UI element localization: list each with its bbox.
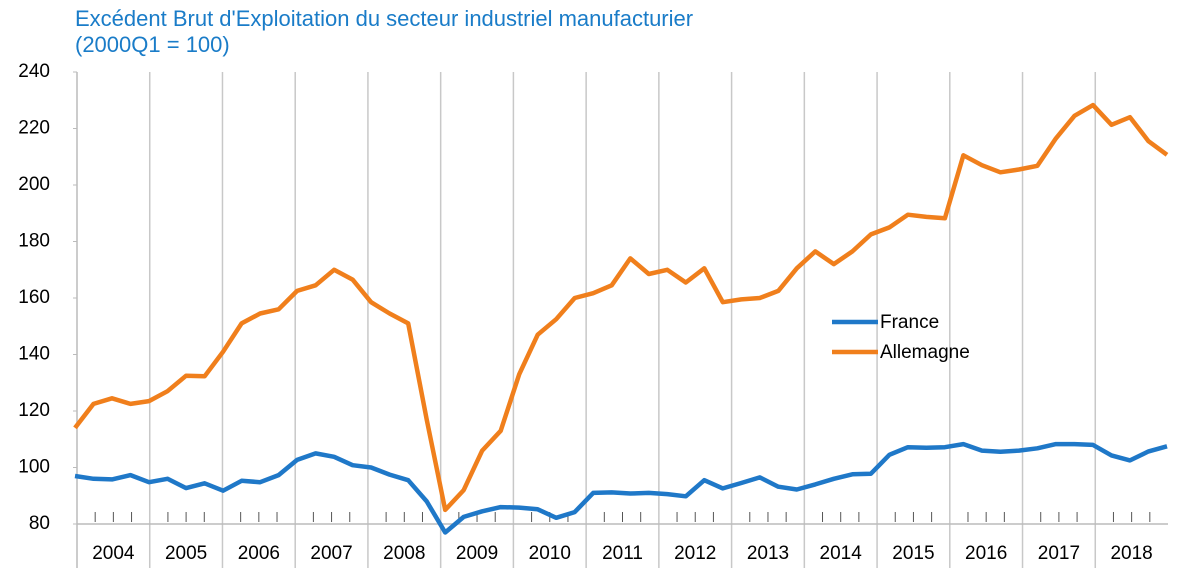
x-tick-label: 2009 (456, 543, 498, 564)
y-tick-label: 240 (18, 61, 50, 82)
x-tick-label: 2017 (1038, 543, 1080, 564)
y-tick-label: 220 (18, 118, 50, 139)
y-tick-label: 100 (18, 457, 50, 478)
x-tick-label: 2018 (1110, 543, 1152, 564)
x-tick-label: 2013 (747, 543, 789, 564)
x-tick-label: 2005 (165, 543, 207, 564)
y-tick-label: 160 (18, 287, 50, 308)
x-tick-label: 2012 (674, 543, 716, 564)
x-tick-label: 2011 (602, 543, 643, 564)
legend-label: Allemagne (880, 342, 970, 363)
series-line (73, 102, 1169, 513)
x-tick-label: 2006 (238, 543, 280, 564)
chart-subtitle: (2000Q1 = 100) (75, 32, 230, 57)
y-tick-label: 200 (18, 174, 50, 195)
x-tick-label: 2015 (892, 543, 934, 564)
y-tick-label: 140 (18, 344, 50, 365)
chart-title: Excédent Brut d'Exploitation du secteur … (75, 6, 693, 31)
y-tick-label: 80 (29, 513, 50, 534)
legend-label: France (880, 312, 939, 333)
series-line (74, 441, 1168, 535)
x-tick-label: 2016 (965, 543, 1007, 564)
x-tick-label: 2008 (383, 543, 425, 564)
x-tick-label: 2007 (310, 543, 352, 564)
y-tick-label: 180 (18, 231, 50, 252)
y-tick-label: 120 (18, 400, 50, 421)
x-tick-label: 2010 (529, 543, 571, 564)
x-tick-label: 2014 (820, 543, 863, 564)
x-tick-label: 2004 (92, 543, 135, 564)
